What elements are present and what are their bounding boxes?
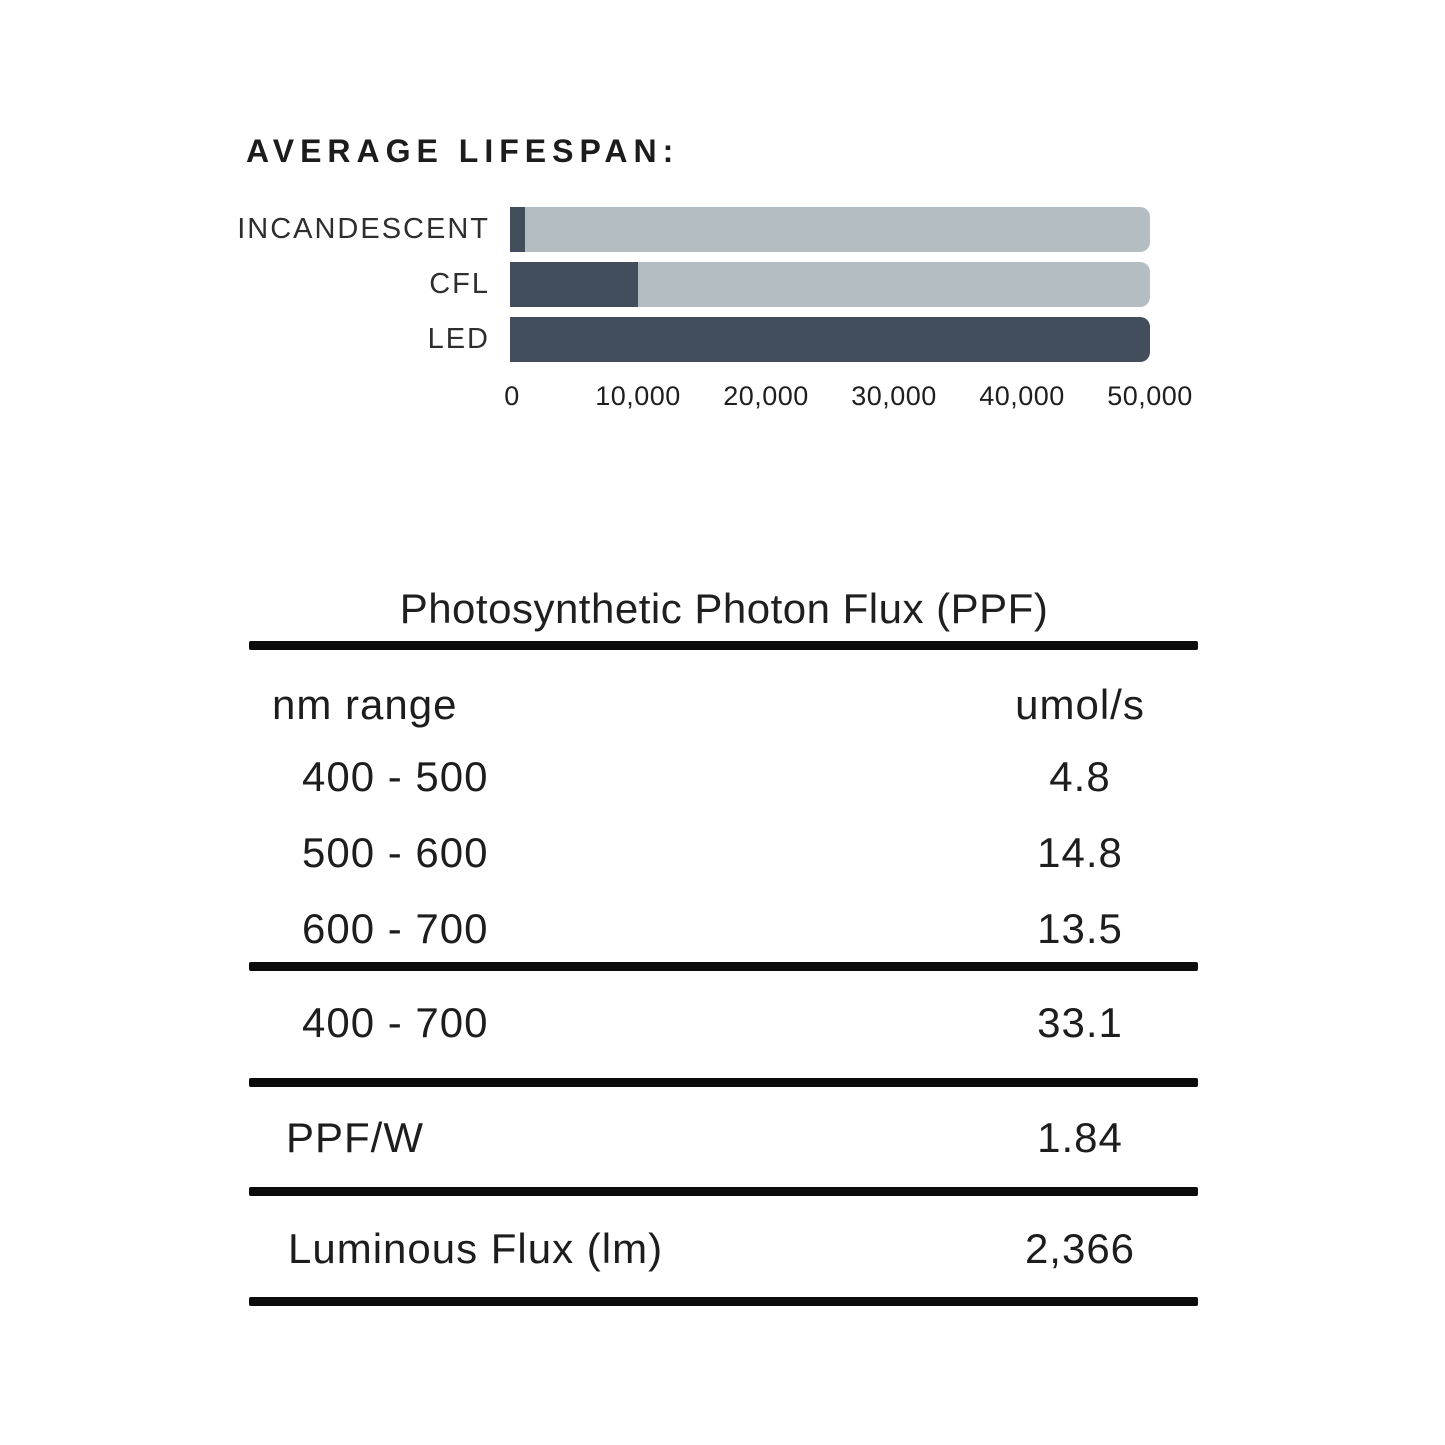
row-label-ppf-w: PPF/W [286, 1114, 424, 1161]
table-rule-3 [249, 1078, 1198, 1087]
row-label-500-600: 500 - 600 [302, 829, 489, 876]
row-value-600-700: 13.5 [1037, 905, 1123, 952]
bar-fill-led [510, 317, 1150, 362]
table-rule-2 [249, 962, 1198, 971]
bar-row-incandescent: INCANDESCENT [0, 207, 1445, 252]
row-label-luminous-flux: Luminous Flux (lm) [288, 1225, 664, 1272]
table-row-400-700: 400 - 700 33.1 [250, 999, 1198, 1046]
row-label-400-500: 400 - 500 [302, 753, 489, 800]
table-header-row: nm range umol/s [250, 681, 1198, 728]
bar-fill-incandescent [510, 207, 526, 252]
bar-track-led [510, 317, 1150, 362]
x-axis-tick-3: 30,000 [851, 381, 937, 411]
row-label-600-700: 600 - 700 [302, 905, 489, 952]
x-axis-tick-1: 10,000 [595, 381, 681, 411]
bar-row-led: LED [0, 317, 1445, 362]
bar-row-cfl: CFL [0, 262, 1445, 307]
row-value-400-500: 4.8 [1049, 753, 1111, 800]
bar-fill-cfl [510, 262, 638, 307]
table-row-luminous-flux: Luminous Flux (lm) 2,366 [250, 1225, 1198, 1272]
table-row-ppf-w: PPF/W 1.84 [250, 1114, 1198, 1161]
x-axis: 0 10,000 20,000 30,000 40,000 50,000 [0, 381, 1445, 415]
row-value-luminous-flux: 2,366 [1024, 1225, 1136, 1272]
row-value-500-600: 14.8 [1037, 829, 1123, 876]
row-label-400-700: 400 - 700 [302, 999, 489, 1046]
table-row-600-700: 600 - 700 13.5 [250, 905, 1198, 952]
chart-title: AVERAGE LIFESPAN: [246, 133, 680, 169]
table-row-400-500: 400 - 500 4.8 [250, 753, 1198, 800]
bar-track-incandescent [510, 207, 1150, 252]
table-rule-4 [249, 1187, 1198, 1196]
table-rule-top [249, 641, 1198, 650]
bar-label-led: LED [427, 323, 490, 355]
x-axis-tick-5: 50,000 [1107, 381, 1193, 411]
row-value-400-700: 33.1 [1037, 999, 1123, 1046]
table-rule-bottom [249, 1297, 1198, 1306]
table-row-500-600: 500 - 600 14.8 [250, 829, 1198, 876]
x-axis-tick-4: 40,000 [979, 381, 1065, 411]
table-title: Photosynthetic Photon Flux (PPF) [399, 585, 1049, 632]
column-header-umol-s: umol/s [1015, 681, 1145, 728]
column-header-nm-range: nm range [272, 681, 458, 728]
bar-label-cfl: CFL [429, 268, 490, 300]
bar-label-incandescent: INCANDESCENT [237, 213, 490, 245]
x-axis-tick-2: 20,000 [723, 381, 809, 411]
row-value-ppf-w: 1.84 [1037, 1114, 1123, 1161]
x-axis-tick-0: 0 [504, 381, 520, 411]
bar-track-cfl [510, 262, 1150, 307]
